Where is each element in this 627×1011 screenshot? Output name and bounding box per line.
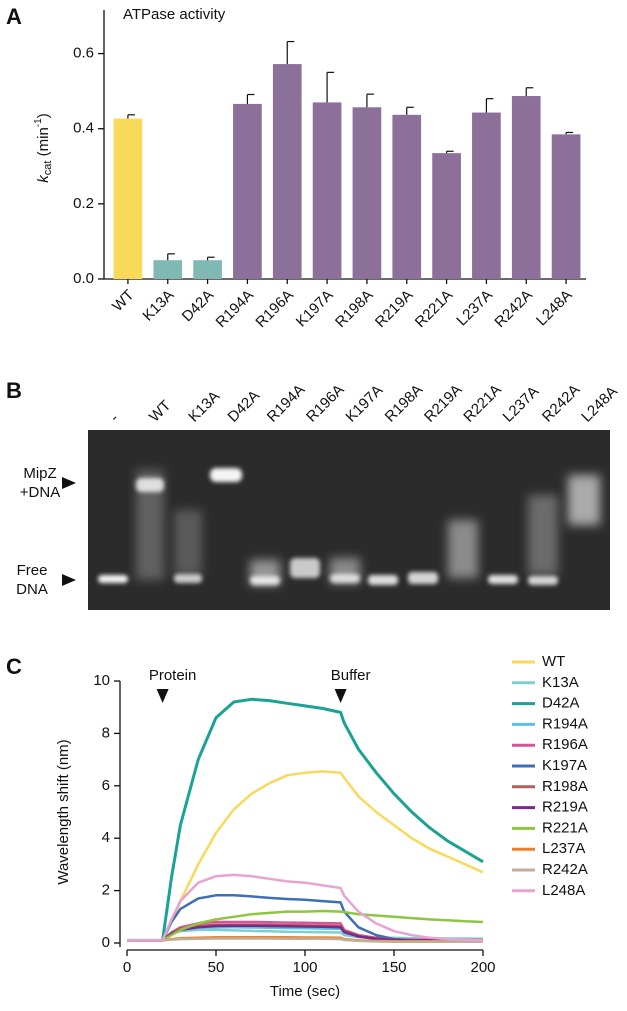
bar [472,112,501,280]
legend-label: K13A [542,674,579,691]
series-line [127,937,483,943]
lane-label: R221A [460,381,504,425]
x-tick-label: D42A [179,287,218,326]
x-tick-label: 0 [123,959,131,976]
annotation: Buffer [331,667,371,684]
bar [153,260,183,279]
bar [392,114,422,279]
lane-label: L237A [500,383,543,426]
legend-label: L237A [542,840,585,857]
x-tick-label: R221A [412,287,456,331]
x-axis-label: Time (sec) [270,983,340,1000]
x-tick-label: R242A [491,287,535,331]
lane-label: L248A [578,383,621,426]
lane-label: - [107,410,123,426]
marker-arrow [62,477,76,489]
lane-label: D42A [225,387,264,426]
bar [551,134,581,279]
x-tick-label: R219A [372,287,416,331]
bar [352,107,382,279]
y-axis-label-part: ) [35,113,52,118]
series-line [127,873,484,942]
y-tick-label: 4 [102,829,110,846]
lane-label: WT [146,397,175,426]
gel: MipZ +DNA Free DNA [16,430,610,610]
x-tick-label: R196A [252,287,296,331]
y-tick-label: 0.4 [73,120,94,137]
x-tick-label: K197A [293,287,337,331]
lane-label: K197A [342,382,386,426]
marker-label: Free [17,562,48,579]
legend-label: R242A [542,861,588,878]
y-tick-label: 8 [102,724,110,741]
y-tick-label: 0.0 [73,270,94,287]
x-tick-label: R198A [332,287,376,331]
y-tick-label: 0 [102,934,110,951]
series-line [127,770,484,942]
series-line [127,697,484,942]
lane-label: R196A [303,381,347,425]
legend-label: R198A [542,778,588,795]
annotation-arrow [156,689,169,703]
bar [272,64,302,279]
x-tick-label: 100 [292,959,317,976]
x-tick-label: L248A [533,287,576,330]
bar [193,260,222,279]
x-tick-label: 50 [208,959,225,976]
chart-title: ATPase activity [123,6,226,23]
x-tick-label: WT [109,287,138,316]
bar [312,102,342,280]
marker-label: +DNA [20,484,60,501]
gel-bands [98,468,600,585]
bar [511,96,541,279]
bar [233,103,262,279]
legend-label: K197A [542,757,587,774]
marker-label: DNA [16,581,48,598]
y-axis-label: Wavelength shift (nm) [55,739,72,884]
series-line [127,909,484,942]
panel-label: C [6,654,22,679]
marker-label: MipZ [23,465,56,482]
lane-label: R219A [421,381,465,425]
legend-label: R219A [542,799,588,816]
y-axis-label-part: k [35,174,52,183]
legend-label: D42A [542,695,580,712]
legend-label: L248A [542,882,585,899]
y-axis-label-part: -1 [33,118,44,127]
lane-label: R194A [264,381,308,425]
y-axis-label-part: (min [35,127,52,160]
panel-label: B [6,378,22,403]
annotation-arrow [334,689,347,703]
y-tick-label: 10 [93,672,110,689]
y-tick-label: 0.6 [73,45,94,62]
y-tick-label: 0.2 [73,195,94,212]
lane-label: R198A [382,381,426,425]
annotation: Protein [149,667,197,684]
y-tick-label: 6 [102,777,110,794]
lane-label: R242A [539,381,583,425]
y-tick-label: 2 [102,882,110,899]
panel-label: A [6,4,22,29]
marker-arrow [62,574,76,586]
bar [113,118,143,279]
legend-label: WT [542,653,565,670]
bar [432,153,461,279]
x-tick-label: K13A [139,287,177,325]
x-tick-label: R194A [213,287,257,331]
x-tick-label: L237A [453,287,496,330]
y-axis-label-part: cat [42,161,54,176]
lane-label: K13A [185,388,223,426]
legend-label: R196A [542,736,588,753]
x-tick-label: 150 [381,959,406,976]
x-tick-label: 200 [470,959,495,976]
legend-label: R194A [542,715,588,732]
legend-label: R221A [542,819,588,836]
y-axis-label: kcat (min-1) [33,113,54,182]
